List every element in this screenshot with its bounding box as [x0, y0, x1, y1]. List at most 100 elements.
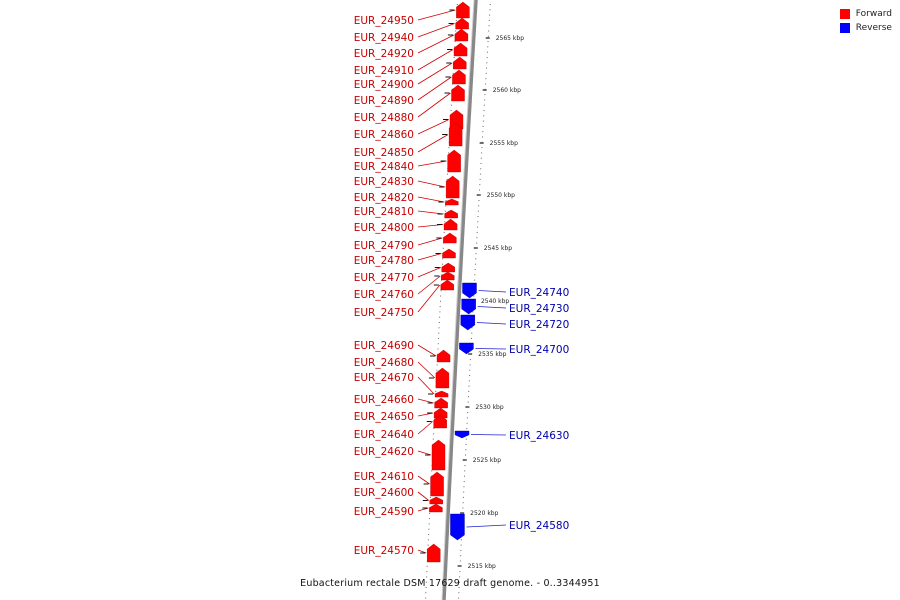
forward-gene-label: EUR_24570 — [354, 545, 414, 557]
minor-tick — [485, 72, 487, 74]
minor-tick — [479, 178, 481, 180]
forward-gene[interactable] — [453, 56, 467, 70]
minor-tick — [471, 327, 473, 329]
forward-gene[interactable] — [443, 232, 457, 244]
forward-gene[interactable] — [433, 414, 447, 429]
forward-gene[interactable] — [442, 248, 456, 259]
minor-tick — [428, 518, 430, 520]
leader-line — [417, 491, 430, 501]
minor-tick — [464, 459, 466, 461]
minor-tick — [467, 406, 469, 408]
reverse-gene[interactable] — [460, 314, 476, 331]
forward-gene[interactable] — [433, 407, 448, 419]
minor-tick — [472, 311, 474, 313]
tick-label: 2560 kbp — [493, 87, 521, 94]
forward-gene[interactable] — [451, 84, 465, 102]
forward-gene[interactable] — [427, 543, 441, 563]
minor-tick — [439, 300, 441, 302]
minor-tick — [436, 369, 438, 371]
minor-tick — [487, 41, 489, 43]
minor-tick — [426, 571, 428, 573]
minor-tick — [435, 390, 437, 392]
minor-tick — [448, 147, 450, 149]
leader-line — [417, 275, 441, 295]
forward-gene[interactable] — [445, 198, 459, 206]
forward-gene[interactable] — [449, 109, 464, 130]
tick-label: 2565 kbp — [496, 35, 524, 42]
legend-forward: Forward — [839, 9, 892, 19]
minor-tick — [475, 253, 477, 255]
reverse-gene[interactable] — [459, 342, 474, 355]
minor-tick — [465, 449, 467, 451]
reverse-gene[interactable] — [462, 282, 477, 299]
leader-line — [417, 160, 447, 167]
reverse-gene[interactable] — [461, 298, 476, 315]
leader-line — [417, 450, 432, 456]
minor-tick — [450, 104, 452, 106]
minor-tick — [438, 327, 440, 329]
minor-tick — [429, 496, 431, 498]
minor-tick — [443, 231, 445, 233]
minor-tick — [464, 465, 466, 467]
minor-tick — [425, 597, 427, 599]
minor-tick — [459, 576, 461, 578]
leader-line — [417, 49, 454, 71]
forward-gene[interactable] — [440, 279, 455, 291]
forward-gene-label: EUR_24770 — [354, 272, 414, 284]
forward-gene[interactable] — [443, 218, 458, 231]
minor-tick — [452, 72, 454, 74]
minor-tick — [460, 544, 462, 546]
leader-line — [417, 475, 430, 485]
minor-tick — [446, 178, 448, 180]
forward-gene[interactable] — [441, 271, 455, 281]
forward-gene[interactable] — [452, 69, 466, 85]
forward-gene[interactable] — [453, 42, 468, 57]
minor-tick — [469, 369, 471, 371]
minor-tick — [462, 502, 464, 504]
minor-tick — [469, 375, 471, 376]
legend-reverse: Reverse — [839, 23, 892, 33]
forward-gene[interactable] — [444, 209, 458, 219]
forward-gene[interactable] — [448, 122, 463, 147]
forward-gene-label: EUR_24650 — [354, 411, 414, 423]
minor-tick — [469, 364, 471, 366]
minor-tick — [480, 157, 482, 159]
forward-gene[interactable] — [430, 471, 444, 497]
minor-tick — [463, 491, 465, 493]
forward-gene[interactable] — [434, 390, 449, 398]
minor-tick — [463, 481, 465, 482]
forward-gene[interactable] — [445, 175, 460, 199]
forward-gene[interactable] — [435, 367, 450, 389]
forward-gene[interactable] — [455, 17, 469, 30]
forward-gene-label: EUR_24890 — [354, 95, 414, 107]
reverse-gene-label: EUR_24720 — [509, 319, 569, 331]
minor-tick — [482, 131, 484, 133]
minor-tick — [463, 475, 465, 477]
reverse-gene[interactable] — [450, 513, 465, 541]
forward-gene[interactable] — [441, 262, 455, 273]
forward-gene[interactable] — [429, 503, 443, 513]
forward-gene[interactable] — [436, 349, 451, 363]
forward-gene[interactable] — [447, 149, 461, 173]
gene-group — [420, 1, 477, 563]
forward-gene-label: EUR_24820 — [354, 192, 414, 204]
forward-gene[interactable] — [456, 1, 470, 19]
forward-gene[interactable] — [434, 397, 448, 409]
minor-tick — [484, 88, 486, 90]
reverse-gene[interactable] — [454, 430, 470, 439]
minor-tick — [480, 163, 482, 164]
forward-gene[interactable] — [431, 439, 446, 471]
minor-tick — [479, 189, 481, 191]
minor-tick — [485, 67, 487, 69]
minor-tick — [446, 173, 448, 175]
minor-tick — [481, 141, 483, 143]
forward-gene[interactable] — [454, 28, 469, 42]
forward-gene[interactable] — [429, 496, 443, 505]
forward-gene-label: EUR_24860 — [354, 129, 414, 141]
minor-tick — [441, 263, 443, 265]
tick-label: 2555 kbp — [490, 140, 518, 147]
minor-tick — [481, 147, 483, 149]
minor-tick — [448, 152, 450, 154]
minor-tick — [471, 332, 473, 334]
minor-tick — [470, 353, 472, 355]
